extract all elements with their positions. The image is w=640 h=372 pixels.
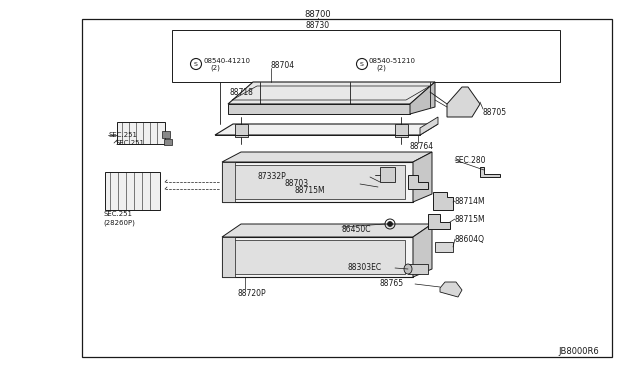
Text: 88604Q: 88604Q	[455, 234, 485, 244]
Polygon shape	[413, 152, 432, 202]
Polygon shape	[228, 104, 410, 114]
Polygon shape	[222, 224, 432, 237]
Polygon shape	[420, 117, 438, 135]
Polygon shape	[222, 237, 413, 277]
Polygon shape	[480, 167, 500, 177]
Polygon shape	[440, 282, 462, 297]
Polygon shape	[413, 224, 432, 277]
Text: (2): (2)	[210, 65, 220, 71]
Polygon shape	[222, 162, 413, 202]
Polygon shape	[410, 82, 435, 114]
Polygon shape	[428, 214, 450, 229]
Text: SEC.251: SEC.251	[115, 140, 144, 146]
Text: 88303EC: 88303EC	[348, 263, 382, 273]
Polygon shape	[222, 237, 235, 277]
Polygon shape	[230, 240, 405, 274]
Polygon shape	[408, 175, 428, 189]
Polygon shape	[447, 87, 480, 117]
Polygon shape	[435, 242, 453, 252]
Ellipse shape	[404, 264, 412, 274]
Polygon shape	[222, 162, 235, 202]
Text: (28260P): (28260P)	[103, 220, 135, 226]
Polygon shape	[380, 167, 395, 182]
Text: S: S	[360, 61, 364, 67]
Text: SEC.280: SEC.280	[455, 155, 486, 164]
Text: 88703: 88703	[285, 179, 309, 187]
Polygon shape	[228, 82, 435, 104]
Circle shape	[387, 221, 392, 227]
Text: 88715M: 88715M	[455, 215, 486, 224]
Polygon shape	[433, 192, 453, 210]
Polygon shape	[408, 264, 428, 274]
Polygon shape	[222, 152, 432, 162]
Polygon shape	[235, 124, 248, 137]
Text: 88714M: 88714M	[455, 196, 486, 205]
Text: 88704: 88704	[271, 61, 295, 70]
Text: 88700: 88700	[305, 10, 332, 19]
Text: 87332P: 87332P	[258, 171, 287, 180]
Text: 86450C: 86450C	[342, 224, 371, 234]
Text: 08540-51210: 08540-51210	[369, 58, 416, 64]
Text: 88720P: 88720P	[237, 289, 266, 298]
Text: 88765: 88765	[380, 279, 404, 289]
Bar	[162, 131, 170, 138]
Text: 88730: 88730	[306, 20, 330, 29]
Polygon shape	[230, 165, 405, 199]
Bar	[117, 122, 165, 144]
Text: JB8000R6: JB8000R6	[558, 347, 599, 356]
Bar	[164, 139, 172, 145]
Text: SEC.251: SEC.251	[108, 132, 137, 138]
Bar	[172, 30, 560, 82]
Polygon shape	[395, 124, 408, 137]
Text: (2): (2)	[376, 65, 386, 71]
Bar	[105, 172, 160, 210]
Text: S: S	[194, 61, 198, 67]
Bar	[82, 19, 612, 357]
Text: 88715M: 88715M	[295, 186, 326, 195]
Text: 88764: 88764	[410, 141, 434, 151]
Text: 88705: 88705	[483, 108, 507, 116]
Text: 08540-41210: 08540-41210	[203, 58, 250, 64]
Text: 88718: 88718	[229, 87, 253, 96]
Polygon shape	[215, 124, 438, 135]
Text: SEC.251: SEC.251	[103, 211, 132, 217]
